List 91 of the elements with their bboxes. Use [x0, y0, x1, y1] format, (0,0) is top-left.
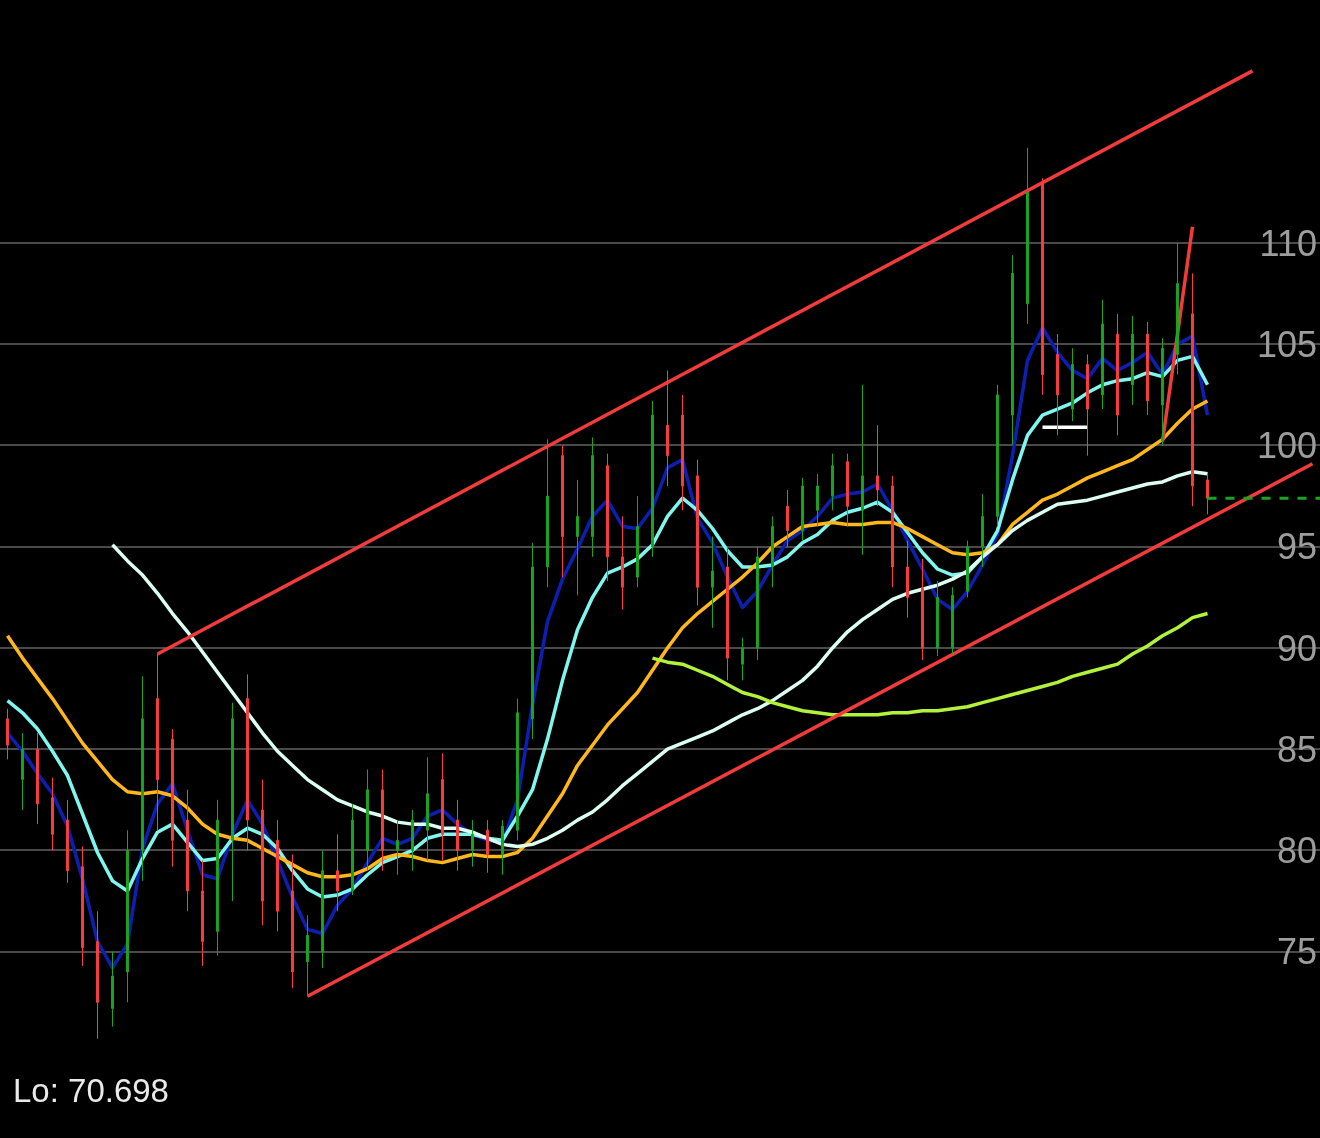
- candlestick: [51, 777, 54, 851]
- candlestick: [6, 708, 9, 760]
- candlestick: [81, 845, 84, 967]
- candlestick: [561, 444, 564, 578]
- candlestick: [336, 833, 339, 912]
- candlestick: [516, 698, 519, 841]
- candlestick: [66, 799, 69, 884]
- candlestick: [726, 546, 729, 681]
- candlestick: [651, 400, 654, 558]
- candlestick: [471, 819, 474, 868]
- candlestick: [306, 914, 309, 997]
- candlestick: [36, 732, 39, 825]
- candlestick: [591, 436, 594, 558]
- candlestick: [966, 540, 969, 598]
- candlestick: [936, 580, 939, 657]
- candlestick: [1131, 315, 1134, 406]
- candlestick: [441, 752, 444, 862]
- candlestick: [1056, 333, 1059, 436]
- candlestick: [576, 479, 579, 596]
- y-tick-label: 85: [1276, 728, 1317, 770]
- candlestick: [141, 675, 144, 882]
- candlestick: [531, 542, 534, 740]
- candlestick: [996, 384, 999, 527]
- candlestick: [486, 819, 489, 874]
- candlestick: [1086, 353, 1089, 457]
- candlestick: [1101, 299, 1104, 410]
- candlestick: [876, 424, 879, 507]
- candlestick: [816, 473, 819, 527]
- candlestick: [321, 849, 324, 969]
- candlestick: [831, 453, 834, 511]
- candlestick: [261, 779, 264, 926]
- candlestick: [861, 384, 864, 556]
- candlestick: [921, 558, 924, 661]
- candlestick: [231, 702, 234, 902]
- line-series: [650, 611, 1210, 717]
- candlestick: [606, 453, 609, 582]
- candlestick: [1116, 313, 1119, 436]
- candlestick: [171, 728, 174, 868]
- candlestick: [711, 536, 714, 629]
- candlestick: [801, 477, 804, 542]
- candlestick: [1071, 347, 1074, 422]
- candlestick: [411, 809, 414, 872]
- candlestick: [126, 829, 129, 1003]
- candlestick: [906, 540, 909, 619]
- candlestick: [111, 951, 114, 1028]
- y-tick-label: 110: [1259, 222, 1317, 264]
- candlestick: [981, 493, 984, 568]
- candlestick: [396, 819, 399, 876]
- candlestick: [756, 546, 759, 661]
- candlestick: [276, 819, 279, 932]
- candlestick: [366, 768, 369, 872]
- y-tick-label: 105: [1256, 323, 1317, 365]
- candlestick: [21, 732, 24, 811]
- candlestick: [951, 586, 954, 655]
- y-tick-label: 75: [1276, 931, 1317, 973]
- candlestick: [1176, 242, 1179, 376]
- candlestick: [681, 394, 684, 511]
- candlestick: [666, 370, 669, 487]
- candlestick: [636, 495, 639, 588]
- candlestick: [381, 768, 384, 872]
- candlestick: [216, 799, 219, 957]
- candlestick: [771, 515, 774, 588]
- candlestick: [1191, 272, 1194, 507]
- candlestick: [1146, 321, 1149, 416]
- candlestick: [891, 475, 894, 588]
- candlestick: [786, 489, 789, 548]
- candlestick: [1011, 254, 1014, 446]
- candlestick: [456, 799, 459, 872]
- candlestick: [246, 673, 249, 851]
- candlestick: [201, 860, 204, 967]
- y-tick-label: 80: [1276, 830, 1317, 872]
- y-tick-label: 95: [1276, 526, 1317, 568]
- candlestick: [96, 910, 99, 1040]
- candlestick: [1041, 177, 1044, 396]
- candlestick: [741, 637, 744, 681]
- line-series: [110, 470, 1210, 849]
- candlestick: [621, 515, 624, 610]
- candlestick: [426, 756, 429, 862]
- candlestick: [1206, 473, 1209, 515]
- candlestick: [291, 854, 294, 989]
- annotation: Lo: 70.698: [13, 1072, 169, 1109]
- candlestick: [351, 803, 354, 896]
- candlestick: [1026, 147, 1029, 325]
- y-tick-label: 100: [1256, 425, 1317, 467]
- y-tick-label: 90: [1276, 627, 1317, 669]
- candlestick: [696, 459, 699, 606]
- candlestick: [186, 789, 189, 912]
- candlestick: [501, 819, 504, 876]
- candlestick: [846, 453, 849, 527]
- candlestick: [546, 438, 549, 588]
- candlestick: [1161, 337, 1164, 446]
